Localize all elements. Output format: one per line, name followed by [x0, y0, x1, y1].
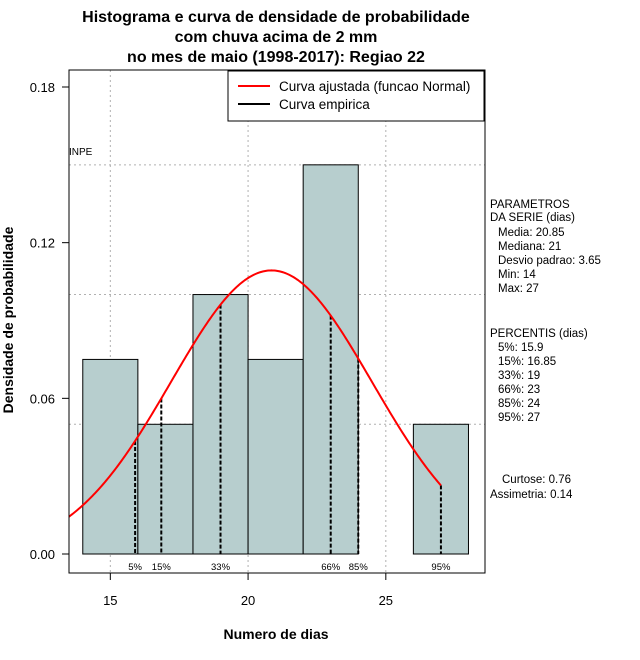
percentile-markers: 5% 15% 33% 66% 85% 95%	[128, 304, 451, 573]
percentile-label-0: 5%	[128, 562, 142, 573]
percentis-title: PERCENTIS (dias)	[490, 328, 588, 340]
chart-title-line-1: Histograma e curva de densidade de proba…	[82, 9, 470, 26]
legend-label-fit: Curva ajustada (funcao Normal)	[279, 79, 470, 94]
histogram-bar-1	[137, 423, 194, 555]
param-max: Max: 27	[498, 283, 539, 295]
percentil-15: 15%: 16.85	[498, 356, 556, 368]
y-tick-label-0: 0.00	[30, 547, 55, 562]
percentile-label-2: 33%	[211, 562, 231, 573]
y-tick-label-2: 0.12	[30, 236, 55, 251]
legend-box	[227, 70, 485, 122]
histogram-bars	[82, 164, 469, 555]
x-tick-label-1: 20	[241, 593, 255, 608]
y-axis-label: Densidade de probabilidade	[0, 226, 16, 413]
chart-title-line-3: no mes de maio (1998-2017): Regiao 22	[127, 49, 425, 66]
legend: Curva ajustada (funcao Normal) Curva emp…	[227, 70, 485, 122]
percentil-95: 95%: 27	[498, 412, 540, 424]
param-min: Min: 14	[498, 269, 536, 281]
percentile-label-1: 15%	[152, 562, 172, 573]
chart-title-line-2: com chuva acima de 2 mm	[175, 29, 378, 46]
percentil-33: 33%: 19	[498, 370, 540, 382]
y-tick-label-1: 0.06	[30, 391, 55, 406]
assimetria: Assimetria: 0.14	[490, 489, 573, 501]
param-desvio: Desvio padrao: 3.65	[498, 255, 601, 267]
x-tick-label-0: 15	[103, 593, 117, 608]
inpe-watermark: INPE	[69, 147, 93, 158]
curtose: Curtose: 0.76	[502, 474, 571, 486]
param-mediana: Mediana: 21	[498, 241, 561, 253]
percentile-label-3: 66%	[321, 562, 341, 573]
y-tick-label-3: 0.18	[30, 80, 55, 95]
percentil-85: 85%: 24	[498, 398, 541, 410]
params-title-1: PARAMETROS	[490, 199, 570, 211]
percentil-66: 66%: 23	[498, 384, 540, 396]
percentile-label-5: 95%	[431, 562, 451, 573]
axis-ticks: 15 20 25 0.00 0.06 0.12 0.18	[30, 80, 393, 608]
params-title-2: DA SERIE (dias)	[490, 212, 575, 224]
percentile-label-4: 85%	[349, 562, 369, 573]
x-axis-label: Numero de dias	[223, 626, 328, 642]
legend-label-empirical: Curva empirica	[279, 97, 370, 112]
histogram-bar-0	[82, 358, 139, 555]
x-tick-label-2: 25	[379, 593, 393, 608]
plot-frame	[68, 69, 486, 574]
side-panel: PARAMETROS DA SERIE (dias) Media: 20.85 …	[490, 199, 601, 501]
normal-fit-curve	[68, 269, 442, 518]
histogram-bar-3	[247, 358, 304, 555]
param-media: Media: 20.85	[498, 227, 565, 239]
percentil-5: 5%: 15.9	[498, 342, 543, 354]
